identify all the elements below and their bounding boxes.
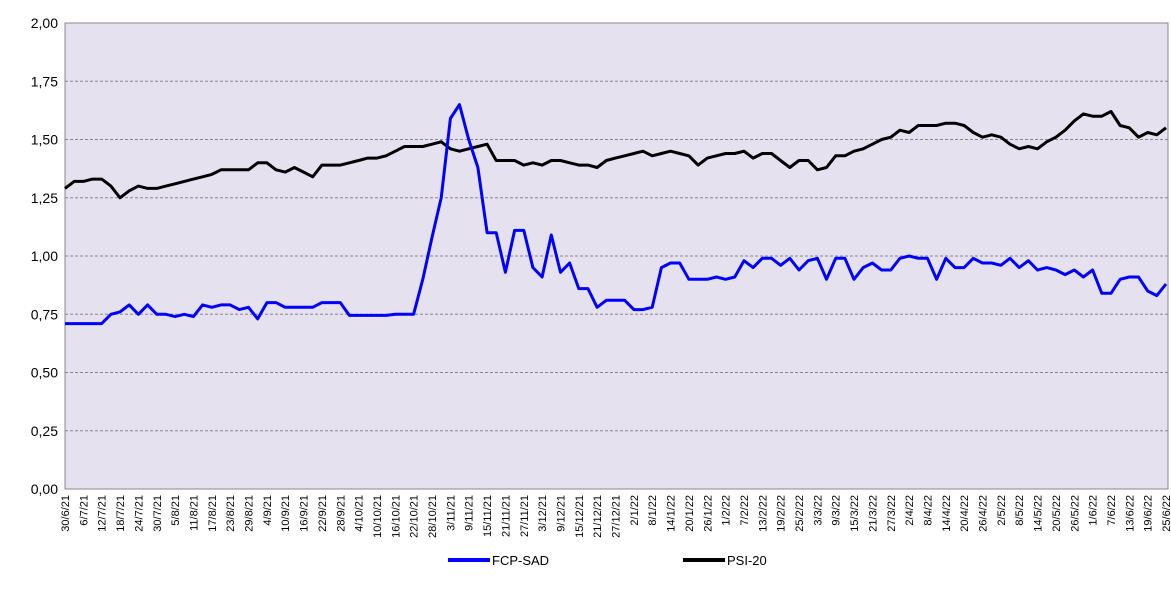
x-tick-label: 14/5/22	[1033, 495, 1045, 532]
x-tick-label: 4/9/21	[262, 495, 274, 526]
x-tick-label: 25/2/22	[794, 495, 806, 532]
x-tick-label: 10/9/21	[280, 495, 292, 532]
x-tick-label: 23/8/21	[225, 495, 237, 532]
x-tick-label: 2/5/22	[996, 495, 1008, 526]
x-tick-label: 22/9/21	[317, 495, 329, 532]
x-tick-label: 8/1/22	[647, 495, 659, 526]
x-tick-label: 29/8/21	[244, 495, 256, 532]
x-tick-label: 15/12/21	[574, 495, 586, 538]
x-tick-label: 30/7/21	[152, 495, 164, 532]
x-tick-label: 28/10/21	[427, 495, 439, 538]
x-tick-label: 17/8/21	[207, 495, 219, 532]
x-tick-label: 8/5/22	[1014, 495, 1026, 526]
x-tick-label: 14/4/22	[941, 495, 953, 532]
x-tick-label: 21/12/21	[592, 495, 604, 538]
legend-label: PSI-20	[727, 553, 767, 568]
x-tick-label: 15/11/21	[482, 495, 494, 537]
x-tick-label: 12/7/21	[97, 495, 109, 532]
x-tick-label: 9/11/21	[464, 495, 476, 531]
x-tick-label: 27/11/21	[519, 495, 531, 537]
x-tick-label: 24/7/21	[133, 495, 145, 532]
x-tick-label: 20/4/22	[959, 495, 971, 532]
x-tick-label: 13/2/22	[757, 495, 769, 532]
y-tick-label: 0,00	[31, 481, 58, 497]
x-tick-label: 1/2/22	[721, 495, 733, 526]
x-tick-label: 10/10/21	[372, 495, 384, 538]
x-tick-label: 18/7/21	[115, 495, 127, 532]
x-tick-label: 27/3/22	[886, 495, 898, 532]
x-tick-label: 14/1/22	[666, 495, 678, 532]
y-tick-label: 0,25	[31, 423, 58, 439]
y-tick-label: 1,00	[31, 248, 58, 264]
x-tick-label: 7/6/22	[1106, 495, 1118, 526]
x-tick-label: 21/3/22	[867, 495, 879, 532]
x-tick-label: 7/2/22	[739, 495, 751, 526]
y-tick-label: 1,75	[31, 73, 58, 89]
y-tick-label: 1,50	[31, 132, 58, 148]
y-tick-label: 0,50	[31, 365, 58, 381]
x-tick-label: 3/12/21	[537, 495, 549, 532]
x-tick-label: 3/11/21	[445, 495, 457, 531]
x-tick-label: 5/8/21	[170, 495, 182, 526]
x-tick-label: 9/3/22	[831, 495, 843, 526]
y-tick-label: 2,00	[31, 15, 58, 31]
x-tick-label: 27/12/21	[611, 495, 623, 538]
x-tick-label: 26/1/22	[702, 495, 714, 532]
x-tick-label: 19/6/22	[1143, 495, 1155, 532]
x-tick-label: 30/6/21	[60, 495, 72, 532]
y-tick-label: 1,25	[31, 190, 58, 206]
x-tick-label: 20/5/22	[1051, 495, 1063, 532]
x-tick-label: 26/4/22	[978, 495, 990, 532]
x-tick-label: 13/6/22	[1124, 495, 1136, 532]
line-series	[64, 110, 1167, 200]
x-tick-label: 19/2/22	[776, 495, 788, 532]
x-tick-label: 22/10/21	[409, 495, 421, 538]
x-tick-label: 25/6/22	[1161, 495, 1171, 532]
x-tick-label: 16/9/21	[299, 495, 311, 532]
x-tick-label: 26/5/22	[1069, 495, 1081, 532]
x-tick-label: 15/3/22	[849, 495, 861, 532]
x-tick-label: 1/6/22	[1088, 495, 1100, 526]
x-tick-label: 3/3/22	[812, 495, 824, 526]
y-tick-label: 0,75	[31, 306, 58, 322]
x-tick-label: 20/1/22	[684, 495, 696, 532]
x-tick-label: 9/12/21	[555, 495, 567, 532]
x-tick-label: 2/4/22	[904, 495, 916, 526]
x-tick-label: 16/10/21	[390, 495, 402, 538]
x-tick-label: 21/11/21	[500, 495, 512, 537]
x-tick-label: 8/4/22	[922, 495, 934, 526]
x-tick-label: 11/8/21	[188, 495, 200, 531]
x-tick-label: 2/1/22	[629, 495, 641, 526]
legend-label: FCP-SAD	[492, 553, 549, 568]
x-tick-label: 4/10/21	[354, 495, 366, 532]
line-series	[65, 103, 1168, 326]
x-tick-label: 28/9/21	[335, 495, 347, 532]
x-tick-label: 6/7/21	[78, 495, 90, 526]
